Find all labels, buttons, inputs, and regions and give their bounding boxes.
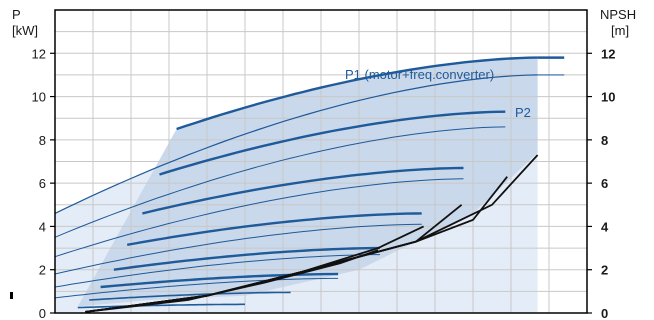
right-tick-label: 6 bbox=[601, 176, 608, 191]
axes: 0 2 4 6 8 10 12 0 2 4 6 8 10 12 bbox=[32, 9, 615, 320]
npsh-curve bbox=[85, 249, 379, 313]
p1-curve bbox=[126, 212, 422, 246]
p1-curve bbox=[113, 246, 380, 271]
p1-curve bbox=[176, 56, 538, 131]
p1-curve bbox=[89, 291, 291, 301]
right-axis-unit: [m] bbox=[611, 23, 629, 38]
p2-curve bbox=[54, 126, 506, 238]
left-tick-label: 6 bbox=[39, 176, 46, 191]
right-axis-title: NPSH bbox=[600, 7, 636, 22]
right-tick-label: 2 bbox=[601, 263, 608, 278]
p2-curve bbox=[54, 254, 380, 288]
left-tick-label: 12 bbox=[32, 46, 46, 61]
right-tick-label: 0 bbox=[601, 306, 608, 320]
left-tick-label: 2 bbox=[39, 263, 46, 278]
legend-marker bbox=[10, 292, 13, 299]
plot-frame bbox=[54, 9, 588, 314]
left-tick-label: 0 bbox=[39, 306, 46, 320]
left-tick-label: 8 bbox=[39, 133, 46, 148]
p2-curve bbox=[54, 74, 538, 214]
curves bbox=[54, 56, 565, 313]
p1-label: P1 (motor+freq.converter) bbox=[345, 67, 494, 82]
p2-label: P2 bbox=[515, 105, 531, 120]
p1-curve bbox=[77, 303, 245, 309]
left-axis-unit: [kW] bbox=[12, 23, 38, 38]
p2-curve bbox=[54, 178, 464, 258]
right-tick-label: 12 bbox=[601, 46, 615, 61]
right-tick-label: 4 bbox=[601, 219, 609, 234]
p1-curve bbox=[142, 166, 464, 215]
p2-curve bbox=[54, 277, 339, 299]
p2-curve bbox=[54, 223, 422, 275]
right-tick-label: 8 bbox=[601, 133, 608, 148]
right-tick-label: 10 bbox=[601, 90, 615, 105]
p1-curve bbox=[159, 110, 506, 176]
left-axis-title: P bbox=[12, 7, 21, 22]
left-tick-label: 10 bbox=[32, 90, 46, 105]
left-tick-label: 4 bbox=[39, 219, 46, 234]
